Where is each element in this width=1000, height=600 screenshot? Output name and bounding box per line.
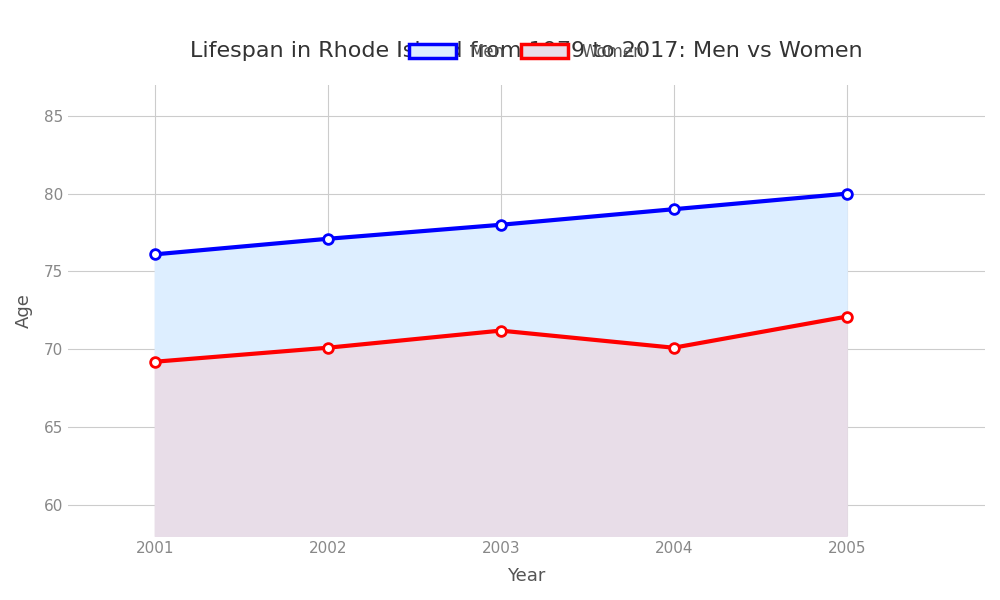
Y-axis label: Age: Age <box>15 293 33 328</box>
Legend: Men, Women: Men, Women <box>401 34 652 69</box>
Title: Lifespan in Rhode Island from 1979 to 2017: Men vs Women: Lifespan in Rhode Island from 1979 to 20… <box>190 41 863 61</box>
X-axis label: Year: Year <box>507 567 546 585</box>
